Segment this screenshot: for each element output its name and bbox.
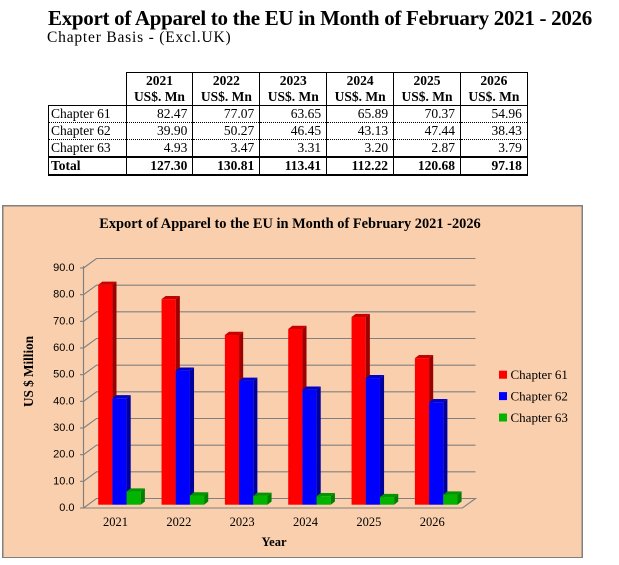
svg-text:Chapter 62: Chapter 62 — [511, 388, 568, 403]
svg-text:2026: 2026 — [420, 515, 445, 529]
svg-text:2022: 2022 — [166, 515, 191, 529]
svg-text:2025: 2025 — [356, 515, 381, 529]
svg-text:50.0: 50.0 — [53, 368, 74, 380]
svg-text:80.0: 80.0 — [53, 288, 74, 300]
svg-text:30.0: 30.0 — [53, 422, 74, 434]
svg-text:40.0: 40.0 — [53, 395, 74, 407]
svg-text:2024: 2024 — [293, 515, 319, 529]
svg-text:20.0: 20.0 — [53, 448, 74, 460]
svg-text:60.0: 60.0 — [53, 342, 74, 354]
svg-text:90.0: 90.0 — [53, 262, 74, 274]
svg-text:US $ Million: US $ Million — [21, 335, 36, 407]
svg-text:70.0: 70.0 — [53, 315, 74, 327]
svg-text:Chapter 63: Chapter 63 — [511, 410, 568, 425]
svg-text:Year: Year — [262, 535, 287, 549]
svg-text:2023: 2023 — [230, 515, 255, 529]
svg-text:Chapter 61: Chapter 61 — [511, 367, 568, 382]
svg-text:Export of Apparel to the EU in: Export of Apparel to the EU in Month of … — [99, 216, 480, 232]
svg-text:10.0: 10.0 — [53, 475, 74, 487]
svg-text:2021: 2021 — [103, 515, 128, 529]
svg-text:0.0: 0.0 — [59, 502, 74, 514]
